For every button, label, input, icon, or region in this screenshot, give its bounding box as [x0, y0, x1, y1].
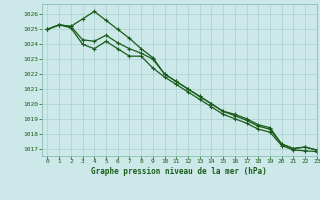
X-axis label: Graphe pression niveau de la mer (hPa): Graphe pression niveau de la mer (hPa): [91, 167, 267, 176]
